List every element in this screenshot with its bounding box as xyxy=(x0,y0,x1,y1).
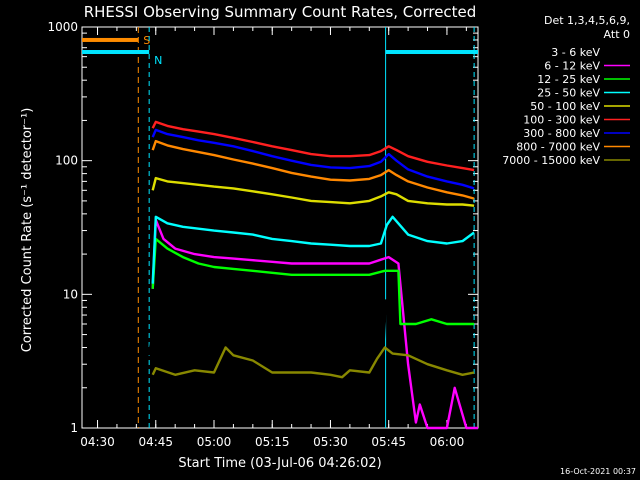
legend-label: 800 - 7000 keV xyxy=(516,141,600,154)
chart-title: RHESSI Observing Summary Count Rates, Co… xyxy=(84,3,477,21)
legend-label: 3 - 6 keV xyxy=(551,46,600,59)
series-line-9 xyxy=(151,346,475,379)
series-line-7 xyxy=(151,128,475,190)
saa-label: S xyxy=(143,34,150,47)
series-group: SN xyxy=(82,27,478,430)
legend-label: 50 - 100 keV xyxy=(530,100,600,113)
legend-label: 6 - 12 keV xyxy=(544,60,600,73)
legend-label: 12 - 25 keV xyxy=(537,73,600,86)
night-bar xyxy=(82,50,150,55)
saa-bar xyxy=(82,37,139,42)
x-tick-label: 05:00 xyxy=(197,435,232,449)
plot-frame xyxy=(81,26,479,429)
legend-header-attenuator: Att 0 xyxy=(604,28,630,41)
night-bar xyxy=(385,50,478,55)
legend-label: 100 - 300 keV xyxy=(523,114,600,127)
series-line-2 xyxy=(151,218,478,430)
series-line-5 xyxy=(151,176,475,207)
y-tick-label: 10 xyxy=(63,287,78,301)
legend-header-detectors: Det 1,3,4,5,6,9, xyxy=(544,14,630,27)
series-line-8 xyxy=(151,139,475,200)
y-tick-label: 100 xyxy=(55,154,78,168)
series-line-3 xyxy=(151,237,475,326)
y-tick-label: 1000 xyxy=(47,20,78,34)
y-tick-label: 1 xyxy=(70,421,78,435)
x-tick-label: 04:30 xyxy=(80,435,115,449)
x-tick-label: 04:45 xyxy=(138,435,173,449)
plot-area: 04:30 04:45 05:00 05:15 05:30 05:45 06:00 1 10 10… xyxy=(47,20,479,449)
x-tick-label: 06:00 xyxy=(430,435,465,449)
y-axis-label: Corrected Count Rate (s⁻¹ detector⁻¹) xyxy=(20,108,35,353)
timestamp: 16-Oct-2021 00:37 xyxy=(560,467,636,476)
x-axis-label: Start Time (03-Jul-06 04:26:02) xyxy=(178,456,381,471)
legend-label: 25 - 50 keV xyxy=(537,87,600,100)
series-line-1 xyxy=(148,233,399,357)
x-tick-label: 05:45 xyxy=(371,435,406,449)
x-tick-label: 05:15 xyxy=(255,435,290,449)
legend-label: 300 - 800 keV xyxy=(523,127,600,140)
legend-label: 7000 - 15000 keV xyxy=(502,154,600,167)
series-line-6 xyxy=(151,120,475,172)
series-line-4 xyxy=(151,215,475,284)
night-label: N xyxy=(154,54,162,67)
x-tick-label: 05:30 xyxy=(313,435,348,449)
